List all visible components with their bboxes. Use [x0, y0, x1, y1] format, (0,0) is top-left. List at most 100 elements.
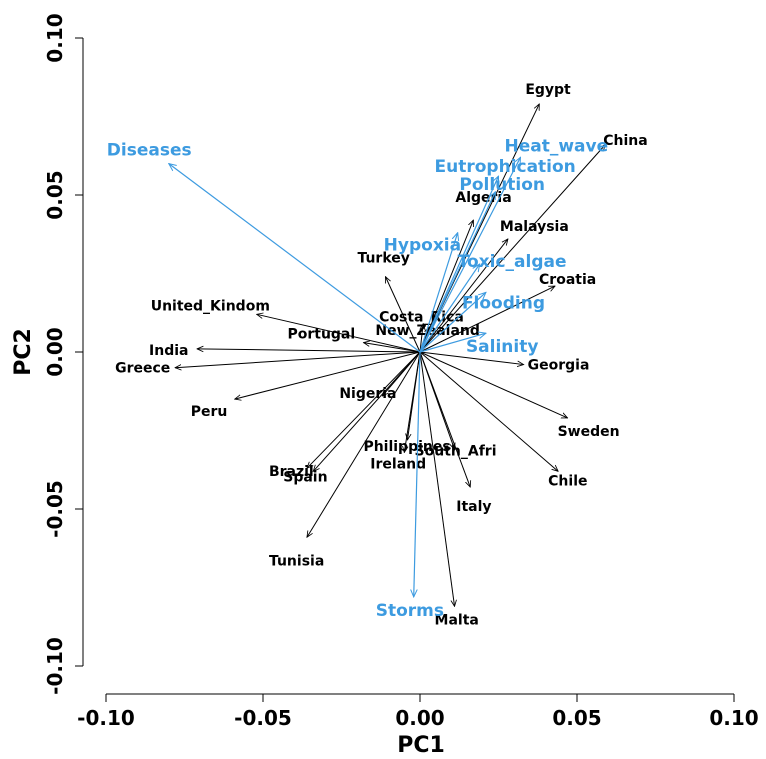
variable-arrow: [419, 192, 496, 353]
y-tick-label: -0.05: [43, 480, 67, 538]
variable-storms: Storms: [376, 351, 444, 621]
observation-portugal: Portugal: [287, 327, 421, 353]
observation-label: New_Zealand: [375, 323, 479, 339]
observation-label: Sweden: [558, 424, 620, 440]
observation-greece: Greece: [115, 351, 421, 377]
variable-flooding: Flooding: [419, 292, 545, 353]
variable-label: Eutrophication: [435, 157, 576, 177]
x-axis-title: PC1: [397, 733, 445, 758]
observation-india: India: [149, 343, 421, 359]
observation-georgia: Georgia: [419, 351, 590, 374]
observation-arrow: [419, 286, 555, 353]
observation-label: Georgia: [528, 358, 590, 374]
y-axis: -0.10 -0.05 0.00 0.05 0.10 PC2: [11, 13, 84, 695]
x-tick-label: -0.10: [77, 706, 135, 730]
x-tick-label: 0.05: [552, 706, 601, 730]
variable-pollution: Pollution: [419, 175, 545, 353]
observation-label: Brazil: [269, 464, 314, 480]
observation-label: Malta: [435, 612, 479, 628]
observation-label: Peru: [191, 404, 228, 420]
observation-arrow: [385, 277, 421, 353]
observation-arrow: [197, 349, 421, 353]
observation-arrow: [307, 351, 421, 468]
observation-vectors: EgyptChinaAlgeriaMalaysiaCroatiaTurkeyCo…: [115, 82, 648, 628]
observation-arrow: [419, 145, 605, 353]
observation-italy: Italy: [419, 351, 492, 515]
observation-label: Spain: [283, 469, 327, 485]
observation-label: India: [149, 343, 188, 359]
observation-label: Tunisia: [269, 553, 324, 569]
observation-tunisia: Tunisia: [269, 351, 421, 569]
observation-arrow: [235, 351, 421, 399]
x-tick-label: 0.00: [395, 706, 444, 730]
variable-heat-wave: Heat_wave: [419, 136, 608, 353]
observation-arrow: [419, 351, 470, 487]
variable-arrow: [419, 292, 486, 353]
observation-label: Ireland: [370, 456, 426, 472]
y-tick-label: 0.10: [43, 13, 67, 62]
observation-label: United_Kindom: [151, 298, 270, 314]
observation-chile: Chile: [419, 351, 588, 489]
y-axis-title: PC2: [11, 328, 36, 376]
observation-nigeria: Nigeria: [339, 351, 421, 402]
observation-peru: Peru: [191, 351, 421, 420]
observation-costa-rica: Costa_Rica: [379, 310, 464, 353]
variable-label: Toxic_algae: [458, 252, 567, 272]
observation-croatia: Croatia: [419, 272, 596, 353]
variable-vectors: Diseases Heat_waveEutrophicationPollution…: [107, 136, 608, 621]
variable-label: Flooding: [462, 293, 545, 313]
observation-arrow: [257, 314, 421, 353]
observation-arrow: [419, 351, 568, 419]
variable-arrow: [419, 264, 480, 353]
y-tick-label: -0.10: [43, 637, 67, 695]
observation-spain: Spain: [283, 351, 421, 485]
variable-arrow: [169, 164, 421, 353]
observation-arrow: [175, 351, 421, 368]
y-tick-label: 0.05: [43, 170, 67, 219]
variable-label: Pollution: [459, 175, 545, 195]
observation-label: Greece: [115, 361, 170, 377]
observation-brazil: Brazil: [269, 351, 421, 480]
variable-label: Storms: [376, 601, 444, 621]
variable-toxic-algae: Toxic_algae: [419, 252, 567, 353]
variable-label: Diseases: [107, 141, 192, 161]
variable-arrow: [419, 333, 486, 353]
observation-label: Turkey: [357, 251, 409, 267]
observation-arrow: [420, 324, 423, 353]
x-axis: -0.10 -0.05 0.00 0.05 0.10 PC1: [77, 693, 759, 758]
variable-label: Salinity: [466, 337, 539, 357]
observation-label: Costa_Rica: [379, 310, 464, 326]
observation-label: South_Afri: [415, 443, 497, 459]
variable-arrow: [414, 351, 421, 597]
observation-malta: Malta: [419, 351, 479, 628]
x-ticks: -0.10 -0.05 0.00 0.05 0.10: [77, 694, 759, 730]
variable-arrow: [419, 176, 500, 353]
observation-arrow: [363, 343, 421, 353]
variable-diseases: Diseases: [107, 141, 421, 353]
observation-arrow: [419, 351, 455, 606]
observation-arrow: [313, 351, 421, 471]
observation-label: Nigeria: [339, 386, 396, 402]
observation-label: Portugal: [287, 327, 355, 343]
observation-label: Malaysia: [500, 219, 569, 235]
observation-label: China: [603, 133, 647, 149]
observation-label: Egypt: [525, 82, 571, 98]
observation-malaysia: Malaysia: [419, 219, 569, 353]
variable-hypoxia: Hypoxia: [384, 233, 461, 353]
observation-label: Chile: [548, 473, 587, 489]
observation-arrow: [404, 351, 421, 452]
observation-turkey: Turkey: [357, 251, 421, 353]
observation-arrow: [419, 351, 558, 471]
variable-label: Hypoxia: [384, 236, 461, 256]
y-ticks: -0.10 -0.05 0.00 0.05 0.10: [43, 13, 83, 695]
observation-label: Italy: [456, 499, 491, 515]
x-tick-label: -0.05: [234, 706, 292, 730]
variable-arrow: [419, 157, 520, 353]
observation-arrow: [419, 239, 508, 353]
observation-united-kindom: United_Kindom: [151, 298, 421, 353]
variable-label: Heat_wave: [504, 136, 608, 156]
y-tick-label: 0.00: [43, 327, 67, 376]
variable-salinity: Salinity: [419, 333, 539, 357]
observation-arrow: [419, 351, 524, 365]
